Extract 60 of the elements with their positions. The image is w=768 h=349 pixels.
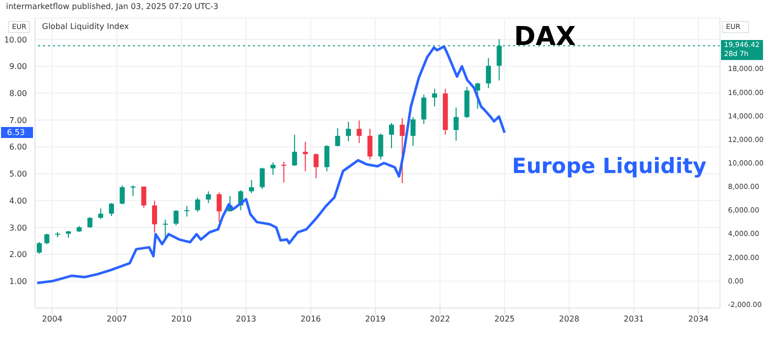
y-tick-label: 6.00 (9, 142, 27, 152)
candlestick (281, 161, 286, 183)
text: 6.53 (1, 126, 33, 138)
candlestick (162, 219, 168, 239)
candlestick (248, 180, 254, 194)
candlestick (130, 184, 136, 197)
x-tick-label: 2019 (365, 314, 386, 324)
x-tick-label: 2013 (236, 314, 256, 324)
candlestick (432, 88, 438, 107)
x-tick-label: 2031 (624, 314, 644, 324)
candlestick (108, 202, 114, 217)
candlestick (141, 186, 146, 208)
candlestick (388, 122, 394, 149)
candlestick (44, 233, 50, 245)
candlestick (410, 116, 416, 146)
x-tick-label: 2010 (171, 314, 192, 324)
y-tick-label: 3.00 (9, 223, 27, 232)
x-tick-label: 2016 (300, 314, 321, 324)
line-series (36, 45, 506, 284)
candlestick (292, 134, 298, 166)
candlestick (335, 128, 340, 147)
candlestick (152, 200, 158, 234)
x-tick-label: 2028 (559, 314, 580, 324)
candlestick (346, 121, 351, 142)
candlestick (174, 210, 179, 226)
candlestick (270, 162, 276, 176)
x-tick-label: 2034 (688, 314, 709, 324)
candlestick (120, 184, 125, 205)
text: intermarketflow published, Jan 03, 2025 07:20 UTC-3 (6, 2, 218, 11)
candlestick (454, 107, 459, 142)
x-tick-label: 2022 (430, 314, 450, 324)
candlestick (421, 94, 426, 125)
candlestick (36, 241, 42, 254)
candlestick (184, 206, 190, 218)
x-tick-label: 2025 (494, 314, 515, 324)
candlestick (87, 216, 92, 228)
text: Global Liquidity Index (42, 22, 129, 31)
candlestick (486, 58, 491, 89)
y-tick-label: 1.00 (9, 276, 27, 286)
y-tick-label: 2.00 (9, 250, 27, 260)
y-tick-label: 9.00 (9, 62, 27, 72)
candlestick (98, 208, 104, 220)
y-tick-label: 10.00 (4, 35, 27, 44)
y-tick-label: 5.00 (9, 170, 27, 179)
candlestick (324, 144, 330, 172)
candlestick (216, 192, 222, 222)
y-tick-label: 7.00 (9, 116, 27, 125)
candlestick (367, 128, 372, 160)
candlestick (378, 133, 384, 160)
x-tick-label: 2007 (106, 314, 128, 324)
candlestick (260, 167, 265, 190)
x-tick-label: 2004 (42, 314, 62, 324)
y-tick-label: 4.00 (9, 196, 27, 206)
candlestick (314, 153, 319, 179)
y-tick-label: 8.00 (9, 89, 27, 98)
candlestick (206, 190, 211, 204)
candlestick (195, 197, 200, 212)
series-label: DAX (514, 22, 576, 52)
series-label: Europe Liquidity (512, 154, 706, 178)
candlestick (356, 120, 362, 144)
